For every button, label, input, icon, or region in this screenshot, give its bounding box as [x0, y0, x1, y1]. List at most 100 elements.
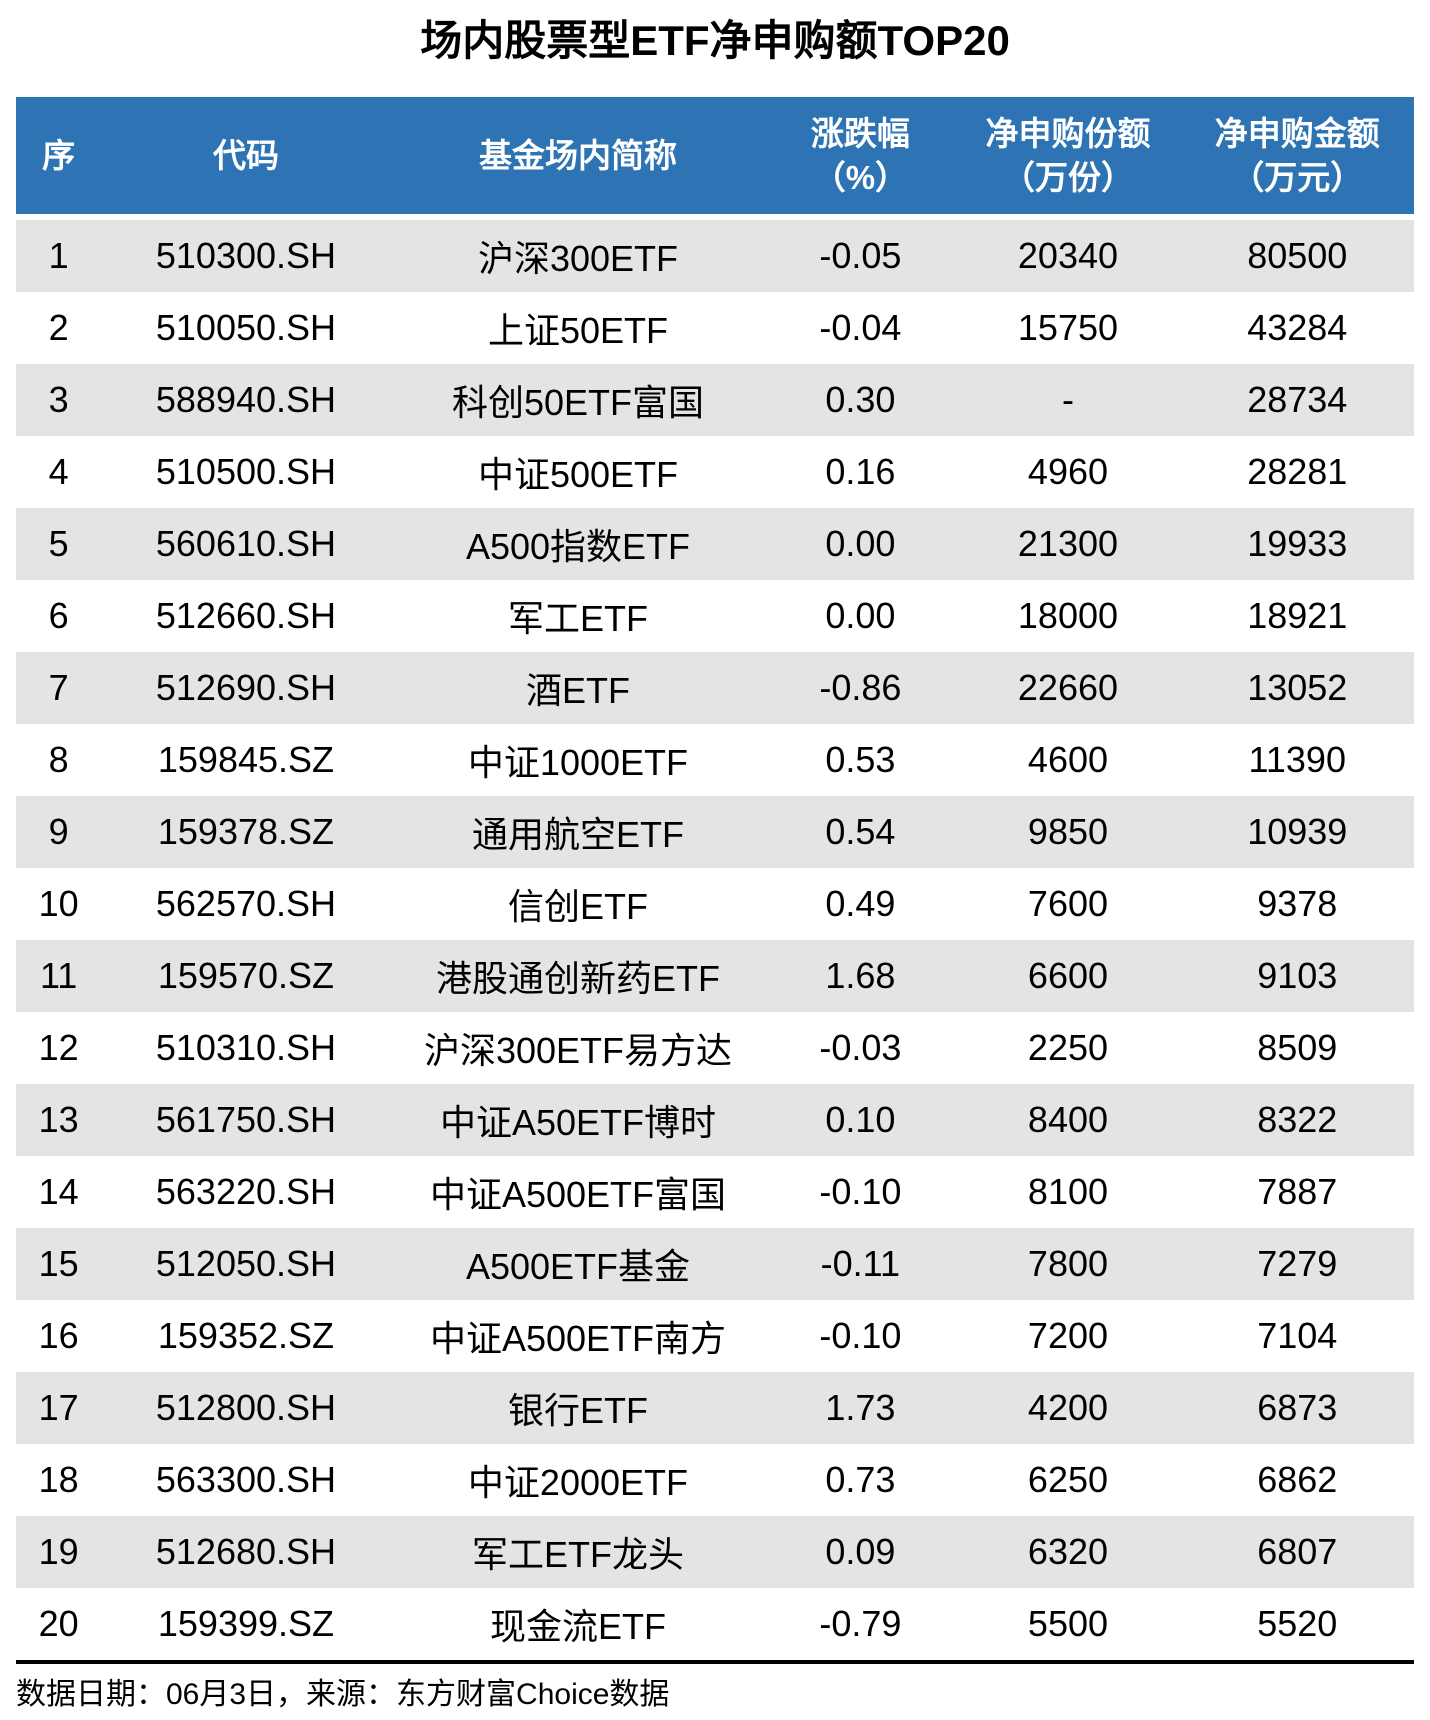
cell-name: 中证A500ETF南方: [390, 1300, 766, 1372]
col-header-code: 代码: [101, 97, 391, 220]
cell-amount: 28281: [1180, 436, 1414, 508]
table-row: 14 563220.SH 中证A500ETF富国 -0.10 8100 7887: [16, 1156, 1414, 1228]
cell-name: A500ETF基金: [390, 1228, 766, 1300]
col-header-shares-unit: （万份）: [1001, 158, 1134, 196]
cell-name: 信创ETF: [390, 868, 766, 940]
cell-seq: 11: [16, 940, 102, 1012]
cell-seq: 3: [16, 364, 102, 436]
cell-name: 中证500ETF: [390, 436, 766, 508]
cell-seq: 12: [16, 1012, 102, 1084]
table-row: 4 510500.SH 中证500ETF 0.16 4960 28281: [16, 436, 1414, 508]
cell-shares: 18000: [955, 580, 1181, 652]
table-row: 6 512660.SH 军工ETF 0.00 18000 18921: [16, 580, 1414, 652]
cell-code: 159845.SZ: [101, 724, 391, 796]
cell-code: 563220.SH: [101, 1156, 391, 1228]
cell-shares: -: [955, 364, 1181, 436]
col-header-amount: 净申购金额 （万元）: [1180, 97, 1414, 220]
cell-amount: 11390: [1180, 724, 1414, 796]
cell-name: 沪深300ETF: [390, 217, 766, 292]
cell-code: 512690.SH: [101, 652, 391, 724]
cell-name: 港股通创新药ETF: [390, 940, 766, 1012]
cell-shares: 9850: [955, 796, 1181, 868]
table-row: 9 159378.SZ 通用航空ETF 0.54 9850 10939: [16, 796, 1414, 868]
cell-change: -0.10: [765, 1156, 956, 1228]
cell-shares: 21300: [955, 508, 1181, 580]
cell-shares: 4200: [955, 1372, 1181, 1444]
cell-name: 中证1000ETF: [390, 724, 766, 796]
cell-code: 512800.SH: [101, 1372, 391, 1444]
cell-change: 0.49: [765, 868, 956, 940]
cell-seq: 8: [16, 724, 102, 796]
cell-code: 588940.SH: [101, 364, 391, 436]
cell-name: 军工ETF龙头: [390, 1516, 766, 1588]
cell-change: 0.73: [765, 1444, 956, 1516]
cell-code: 512680.SH: [101, 1516, 391, 1588]
cell-change: 1.68: [765, 940, 956, 1012]
cell-change: -0.79: [765, 1588, 956, 1660]
cell-seq: 2: [16, 292, 102, 364]
table-body: 1 510300.SH 沪深300ETF -0.05 20340 80500 2 510050…: [16, 217, 1414, 1660]
cell-seq: 7: [16, 652, 102, 724]
cell-name: 上证50ETF: [390, 292, 766, 364]
cell-code: 159399.SZ: [101, 1588, 391, 1660]
col-header-change-label: 涨跌幅: [810, 114, 910, 152]
cell-amount: 6862: [1180, 1444, 1414, 1516]
cell-amount: 80500: [1180, 217, 1414, 292]
cell-name: 沪深300ETF易方达: [390, 1012, 766, 1084]
cell-seq: 14: [16, 1156, 102, 1228]
table-row: 8 159845.SZ 中证1000ETF 0.53 4600 11390: [16, 724, 1414, 796]
cell-change: 1.73: [765, 1372, 956, 1444]
page-title: 场内股票型ETF净申购额TOP20: [420, 17, 1010, 64]
cell-amount: 8322: [1180, 1084, 1414, 1156]
cell-amount: 7279: [1180, 1228, 1414, 1300]
cell-name: 银行ETF: [390, 1372, 766, 1444]
cell-code: 159570.SZ: [101, 940, 391, 1012]
cell-name: A500指数ETF: [390, 508, 766, 580]
cell-name: 科创50ETF富国: [390, 364, 766, 436]
cell-amount: 10939: [1180, 796, 1414, 868]
cell-amount: 7887: [1180, 1156, 1414, 1228]
table-row: 3 588940.SH 科创50ETF富国 0.30-28734: [16, 364, 1414, 436]
cell-change: -0.03: [765, 1012, 956, 1084]
col-header-shares-label: 净申购份额: [985, 114, 1151, 152]
cell-shares: 7200: [955, 1300, 1181, 1372]
cell-code: 510050.SH: [101, 292, 391, 364]
cell-amount: 6873: [1180, 1372, 1414, 1444]
cell-name: 中证A50ETF博时: [390, 1084, 766, 1156]
table-row: 11 159570.SZ 港股通创新药ETF 1.68 6600 9103: [16, 940, 1414, 1012]
cell-seq: 1: [16, 217, 102, 292]
table-row: 12 510310.SH 沪深300ETF易方达 -0.03 2250 8509: [16, 1012, 1414, 1084]
cell-change: -0.11: [765, 1228, 956, 1300]
table-row: 20 159399.SZ 现金流ETF -0.79 5500 5520: [16, 1588, 1414, 1660]
cell-change: -0.04: [765, 292, 956, 364]
table-row: 19 512680.SH 军工ETF龙头 0.09 6320 6807: [16, 1516, 1414, 1588]
cell-code: 159378.SZ: [101, 796, 391, 868]
cell-change: -0.05: [765, 217, 956, 292]
cell-shares: 6250: [955, 1444, 1181, 1516]
cell-change: 0.30: [765, 364, 956, 436]
col-header-change: 涨跌幅 （%）: [765, 97, 956, 220]
cell-seq: 17: [16, 1372, 102, 1444]
cell-seq: 5: [16, 508, 102, 580]
cell-code: 563300.SH: [101, 1444, 391, 1516]
table-row: 17 512800.SH 银行ETF 1.73 4200 6873: [16, 1372, 1414, 1444]
table-row: 16 159352.SZ 中证A500ETF南方 -0.10 7200 7104: [16, 1300, 1414, 1372]
cell-seq: 20: [16, 1588, 102, 1660]
cell-seq: 10: [16, 868, 102, 940]
cell-shares: 6600: [955, 940, 1181, 1012]
cell-seq: 4: [16, 436, 102, 508]
cell-name: 通用航空ETF: [390, 796, 766, 868]
table-row: 7 512690.SH 酒ETF -0.86 22660 13052: [16, 652, 1414, 724]
table-row: 1 510300.SH 沪深300ETF -0.05 20340 80500: [16, 217, 1414, 292]
cell-shares: 4960: [955, 436, 1181, 508]
table-row: 13 561750.SH 中证A50ETF博时 0.10 8400 8322: [16, 1084, 1414, 1156]
table-row: 2 510050.SH 上证50ETF -0.04 15750 43284: [16, 292, 1414, 364]
cell-name: 军工ETF: [390, 580, 766, 652]
cell-code: 561750.SH: [101, 1084, 391, 1156]
cell-code: 510300.SH: [101, 217, 391, 292]
cell-shares: 4600: [955, 724, 1181, 796]
col-header-seq: 序: [16, 97, 102, 220]
cell-amount: 18921: [1180, 580, 1414, 652]
cell-name: 酒ETF: [390, 652, 766, 724]
col-header-amount-unit: （万元）: [1231, 158, 1364, 196]
